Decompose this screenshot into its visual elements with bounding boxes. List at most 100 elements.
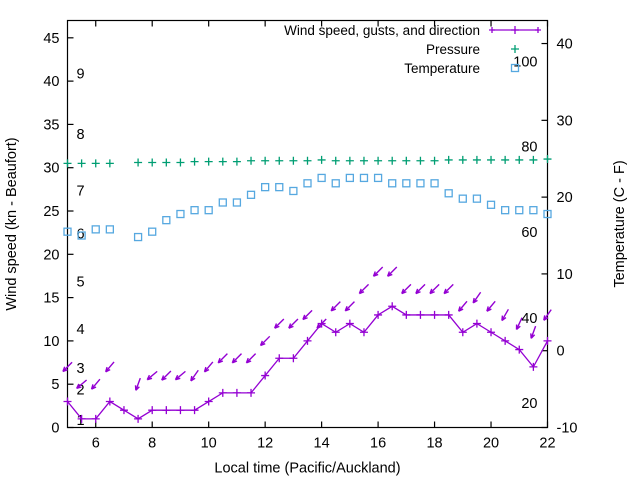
plus-marker (331, 328, 340, 337)
square-marker (543, 209, 552, 219)
square-marker (458, 194, 467, 203)
plus-marker (501, 155, 510, 164)
plus-marker (218, 388, 227, 397)
square-marker (529, 206, 538, 215)
fahrenheit-label: 40 (521, 311, 537, 327)
plus-marker (359, 328, 368, 337)
plus-marker (176, 406, 185, 415)
plus-marker (487, 328, 496, 337)
wind-direction-arrow (90, 378, 101, 390)
plus-marker (402, 310, 411, 319)
plus-marker (148, 406, 157, 415)
plus-marker (345, 156, 354, 165)
plus-marker (232, 388, 241, 397)
square-marker (176, 209, 185, 219)
y-tick-label: 10 (43, 334, 59, 350)
beaufort-label: 6 (77, 227, 85, 243)
square-marker (331, 179, 340, 188)
fahrenheit-label: 20 (521, 396, 537, 412)
plus-marker (247, 388, 256, 397)
wind-direction-arrow (401, 283, 412, 295)
square-marker (260, 182, 270, 192)
beaufort-label: 3 (77, 361, 85, 377)
series-temperature (63, 173, 552, 242)
wind-direction-arrow (190, 369, 199, 382)
wind-direction-arrow (62, 361, 73, 373)
square-marker (388, 179, 397, 188)
plus-marker (134, 158, 143, 167)
plus-marker (529, 362, 538, 371)
plus-marker (303, 336, 312, 345)
x-tick-label: 6 (92, 436, 100, 452)
y-tick-label: 30 (43, 161, 59, 177)
plus-marker (204, 157, 213, 166)
plus-marker (77, 414, 86, 423)
square-marker (133, 232, 143, 242)
beaufort-label: 4 (77, 322, 85, 338)
plus-marker (105, 397, 114, 406)
fahrenheit-label: 60 (521, 225, 537, 241)
square-marker (373, 173, 383, 183)
square-marker (359, 173, 369, 183)
plus-marker (535, 27, 541, 33)
y2-tick-label: 30 (557, 113, 573, 129)
square-marker (204, 206, 213, 215)
plus-marker (275, 354, 284, 363)
square-marker (63, 227, 72, 236)
square-marker (303, 179, 312, 188)
x-tick-label: 22 (539, 436, 555, 452)
y2-tick-label: 0 (557, 344, 565, 360)
square-marker (500, 206, 510, 215)
plus-marker (515, 155, 524, 164)
square-marker (190, 206, 199, 215)
plus-marker (63, 159, 72, 168)
plus-marker (204, 397, 213, 406)
plus-marker (416, 156, 425, 165)
square-marker (430, 179, 439, 188)
wind-direction-arrow (217, 353, 228, 364)
square-marker (162, 216, 171, 225)
y-tick-label: 5 (51, 377, 59, 393)
x-tick-label: 16 (370, 436, 386, 452)
plus-marker (511, 26, 519, 34)
y-tick-label: 40 (43, 74, 59, 90)
plus-marker (148, 158, 157, 167)
wind-direction-arrow (515, 317, 523, 331)
plus-marker (289, 156, 298, 165)
wind-direction-arrow (443, 283, 454, 295)
wind-direction-arrow (543, 309, 552, 321)
beaufort-label: 5 (77, 274, 85, 290)
beaufort-label: 1 (77, 413, 85, 429)
plus-marker (232, 157, 241, 166)
plus-marker (119, 406, 128, 415)
plus-marker (472, 155, 481, 164)
plus-marker (489, 27, 495, 33)
fahrenheit-label: 100 (513, 54, 537, 70)
wind-direction-arrow (161, 370, 172, 381)
plus-marker (388, 156, 397, 165)
series-pressure (63, 155, 552, 168)
plus-marker (162, 406, 171, 415)
wind-direction-arrow (76, 379, 88, 390)
wind-direction-arrow (245, 353, 257, 364)
x-tick-label: 14 (314, 436, 330, 452)
plus-marker (430, 156, 439, 165)
square-marker (148, 227, 157, 236)
y-tick-label: 0 (51, 421, 59, 437)
plus-marker (444, 310, 453, 319)
plus-marker (543, 336, 552, 345)
beaufort-label: 9 (77, 66, 85, 82)
y-axis-title: Wind speed (kn - Beaufort) (4, 137, 20, 310)
plus-marker (275, 156, 284, 165)
plus-marker (91, 159, 100, 168)
plus-marker (345, 319, 354, 328)
plus-marker (529, 155, 538, 164)
plus-marker (190, 157, 199, 166)
legend-label-1: Pressure (426, 42, 480, 57)
square-marker (77, 231, 86, 240)
legend-label-0: Wind speed, gusts, and direction (284, 23, 480, 38)
square-marker (289, 186, 298, 196)
x-tick-label: 10 (201, 436, 217, 452)
